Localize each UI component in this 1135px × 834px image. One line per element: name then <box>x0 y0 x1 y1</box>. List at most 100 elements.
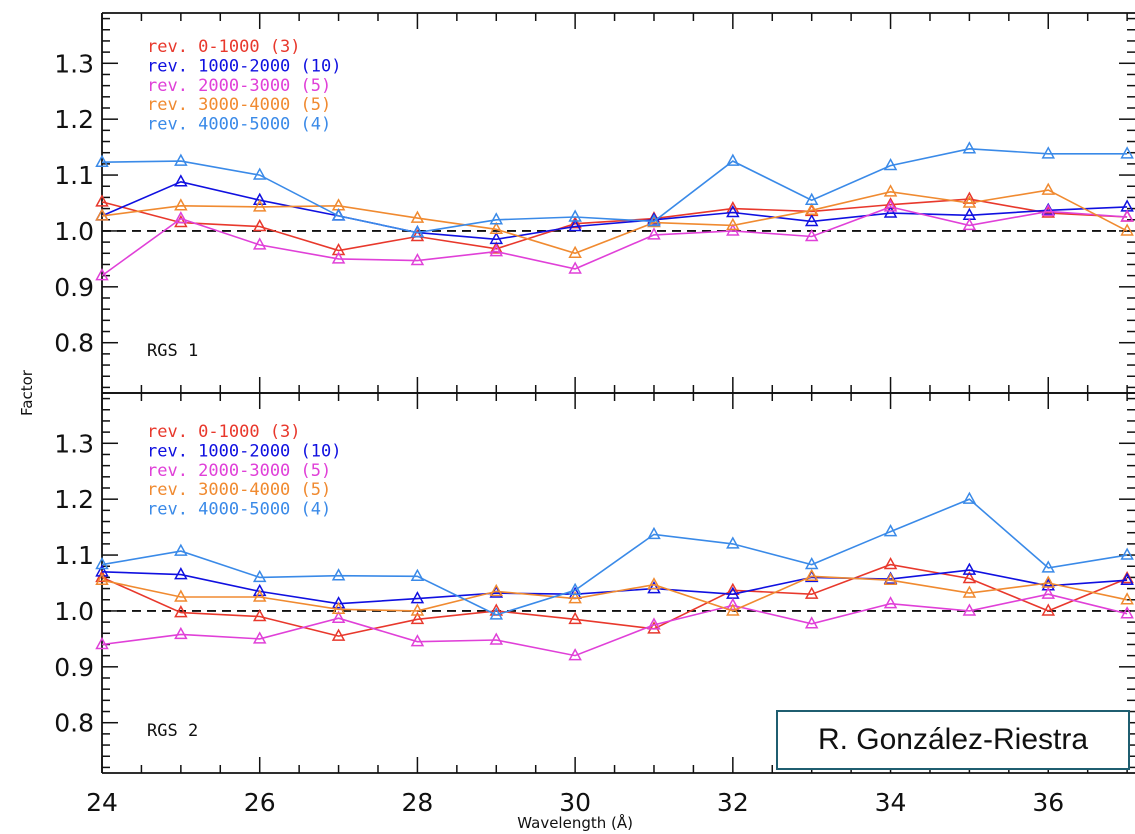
legend-entry: rev. 2000-3000 (5) <box>147 461 331 481</box>
data-point <box>1041 182 1056 195</box>
data-point <box>1120 592 1134 605</box>
data-point <box>410 210 425 223</box>
data-point <box>568 218 582 232</box>
data-point <box>174 605 188 618</box>
data-point <box>1120 572 1134 585</box>
y-tick-label: 1.3 <box>54 49 94 78</box>
data-point <box>410 253 425 266</box>
data-point <box>1120 223 1134 236</box>
data-point <box>804 192 819 205</box>
legend-entry: rev. 4000-5000 (4) <box>147 500 331 520</box>
data-point <box>331 242 346 256</box>
credit-box: R. González-Riestra <box>776 710 1130 770</box>
credit-text: R. González-Riestra <box>817 723 1089 756</box>
data-point <box>647 526 661 540</box>
x-tick-label: 30 <box>559 788 591 817</box>
data-point <box>1120 146 1134 159</box>
data-point <box>962 141 977 154</box>
data-point <box>1041 146 1056 159</box>
y-tick-label: 0.8 <box>54 709 94 738</box>
data-point <box>647 577 661 590</box>
series-line <box>101 575 1128 612</box>
y-tick-label: 1.1 <box>54 541 94 570</box>
data-point <box>174 198 188 211</box>
y-tick-label: 1.3 <box>54 429 94 458</box>
data-point <box>962 570 977 584</box>
data-point <box>410 634 425 647</box>
data-point <box>331 601 346 615</box>
data-point <box>489 607 504 620</box>
data-point <box>804 616 819 629</box>
y-tick-label: 0.8 <box>54 329 94 358</box>
panel-label: RGS 2 <box>147 721 198 741</box>
data-point <box>252 569 267 583</box>
data-point <box>331 251 346 264</box>
data-point <box>883 199 898 212</box>
data-point <box>962 562 977 575</box>
data-point <box>331 596 346 609</box>
series-line <box>101 147 1128 234</box>
data-point <box>962 585 977 598</box>
data-point <box>804 228 819 242</box>
x-axis-title: Wavelength (Å) <box>517 813 633 832</box>
data-point <box>568 611 582 625</box>
data-point <box>568 261 582 274</box>
data-point <box>174 211 188 224</box>
data-point <box>174 174 188 187</box>
data-point <box>1041 575 1056 588</box>
data-point <box>883 197 898 210</box>
data-point <box>568 591 582 604</box>
y-tick-label: 1.1 <box>54 161 94 190</box>
data-point <box>174 153 188 166</box>
data-point <box>252 199 267 212</box>
data-point <box>962 195 977 208</box>
data-point <box>1120 199 1134 212</box>
legend-entry: rev. 0-1000 (3) <box>147 37 301 57</box>
x-tick-label: 28 <box>402 788 434 817</box>
data-point <box>883 596 898 609</box>
data-point <box>962 217 977 231</box>
data-point <box>568 216 582 229</box>
data-point <box>331 610 346 623</box>
data-point <box>410 225 425 238</box>
data-point <box>252 192 267 205</box>
x-tick-label: 36 <box>1032 788 1064 817</box>
data-point <box>489 632 504 645</box>
panel-label: RGS 1 <box>147 341 198 361</box>
data-point <box>883 158 898 171</box>
series-line <box>101 189 1128 255</box>
y-tick-label: 0.9 <box>54 273 94 302</box>
data-point <box>883 184 898 197</box>
y-tick-label: 1.0 <box>54 597 94 626</box>
data-point <box>804 557 819 570</box>
data-point <box>726 597 740 611</box>
series-line <box>101 180 1128 241</box>
y-tick-label: 1.2 <box>54 105 94 134</box>
data-point <box>95 564 109 577</box>
data-point <box>95 154 109 167</box>
data-point <box>489 241 504 254</box>
data-point <box>647 617 661 630</box>
data-point <box>252 583 267 597</box>
data-point <box>804 568 819 582</box>
data-point <box>489 231 504 245</box>
data-point <box>1120 570 1134 584</box>
data-point <box>95 572 109 585</box>
series-line <box>101 498 1128 616</box>
data-point <box>804 202 819 216</box>
data-point <box>331 208 346 221</box>
data-point <box>883 205 898 218</box>
data-point <box>252 218 267 232</box>
legend-entry: rev. 0-1000 (3) <box>147 422 301 442</box>
data-point <box>95 208 109 221</box>
data-point <box>174 567 188 580</box>
data-point <box>489 244 504 257</box>
legend-entry: rev. 1000-2000 (10) <box>147 441 341 461</box>
data-point <box>804 213 819 227</box>
data-point <box>410 603 425 616</box>
data-point <box>1041 560 1056 573</box>
legend-entry: rev. 4000-5000 (4) <box>147 115 331 135</box>
data-point <box>726 603 740 616</box>
data-point <box>726 204 740 218</box>
data-point <box>252 631 267 644</box>
